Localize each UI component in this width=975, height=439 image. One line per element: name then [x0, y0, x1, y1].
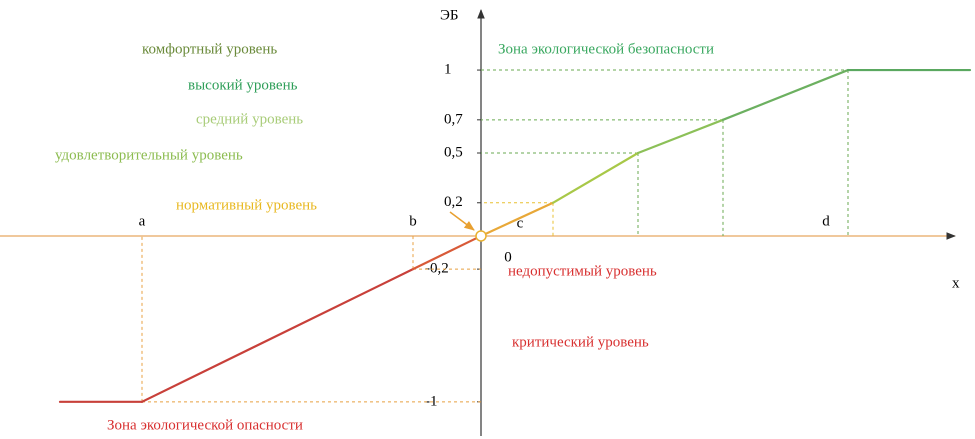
line-segment — [140, 268, 415, 403]
y-tick-label: 0,7 — [444, 111, 463, 127]
origin-point — [475, 230, 487, 242]
pointer-arrow — [449, 211, 475, 231]
level-label: высокий уровень — [188, 77, 298, 93]
y-tick-label: -1 — [425, 393, 438, 409]
line-segment — [479, 201, 555, 238]
level-label: средний уровень — [196, 111, 303, 127]
y-tick-label: 0,5 — [444, 144, 463, 160]
line-segment — [721, 68, 850, 121]
x-tick-label: a — [139, 213, 146, 229]
level-label: удовлетворительный уровень — [55, 147, 243, 163]
y-tick-label: -0,2 — [425, 261, 449, 277]
x-tick-label: c — [517, 215, 524, 231]
y-tick-label: 1 — [444, 61, 452, 77]
line-segment — [411, 234, 483, 271]
x-tick-label: b — [409, 213, 417, 229]
level-label: нормативный уровень — [176, 197, 317, 213]
x-tick-label: 0 — [504, 249, 512, 265]
y-tick-label: 0,2 — [444, 194, 463, 210]
line-segment — [551, 151, 640, 204]
level-label: критический уровень — [512, 334, 649, 350]
zone-label: Зона экологической безопасности — [498, 41, 714, 57]
level-label: недопустимый уровень — [508, 263, 657, 279]
level-label: комфортный уровень — [142, 41, 277, 57]
zone-label: Зона экологической опасности — [107, 417, 303, 433]
x-axis-label: x — [952, 275, 960, 291]
y-axis-label: ЭБ — [440, 7, 459, 23]
x-tick-label: d — [822, 213, 830, 229]
line-segment — [636, 118, 725, 155]
